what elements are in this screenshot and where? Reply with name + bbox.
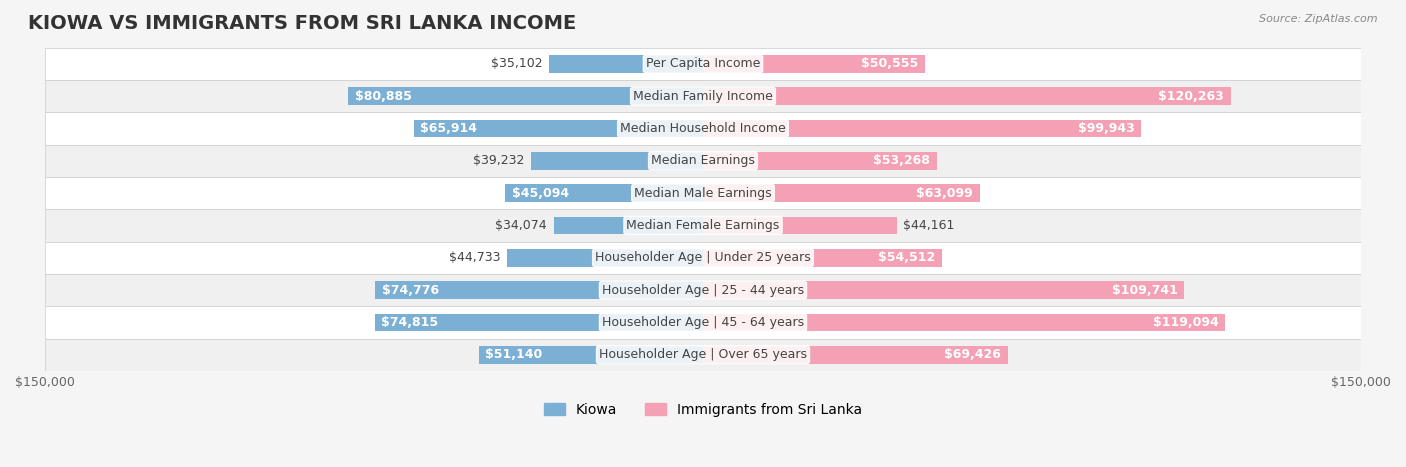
Bar	[375, 281, 703, 299]
Text: $74,815: $74,815	[381, 316, 439, 329]
Text: $54,512: $54,512	[879, 251, 935, 264]
Bar	[478, 346, 703, 364]
FancyBboxPatch shape	[45, 145, 1361, 177]
Bar	[413, 120, 703, 137]
Text: $80,885: $80,885	[354, 90, 412, 103]
Text: Median Earnings: Median Earnings	[651, 154, 755, 167]
FancyBboxPatch shape	[45, 80, 1361, 113]
Bar	[703, 281, 1184, 299]
Bar	[703, 87, 1230, 105]
Bar	[703, 217, 897, 234]
Text: Median Male Earnings: Median Male Earnings	[634, 187, 772, 199]
Text: KIOWA VS IMMIGRANTS FROM SRI LANKA INCOME: KIOWA VS IMMIGRANTS FROM SRI LANKA INCOM…	[28, 14, 576, 33]
Text: $50,555: $50,555	[860, 57, 918, 71]
Text: Source: ZipAtlas.com: Source: ZipAtlas.com	[1260, 14, 1378, 24]
Bar	[531, 152, 703, 170]
FancyBboxPatch shape	[45, 339, 1361, 371]
Text: $39,232: $39,232	[472, 154, 524, 167]
Bar	[703, 152, 936, 170]
FancyBboxPatch shape	[45, 209, 1361, 241]
Text: Per Capita Income: Per Capita Income	[645, 57, 761, 71]
Text: $53,268: $53,268	[873, 154, 931, 167]
Bar	[506, 249, 703, 267]
Legend: Kiowa, Immigrants from Sri Lanka: Kiowa, Immigrants from Sri Lanka	[538, 397, 868, 422]
Text: Householder Age | Over 65 years: Householder Age | Over 65 years	[599, 348, 807, 361]
Text: Householder Age | 25 - 44 years: Householder Age | 25 - 44 years	[602, 283, 804, 297]
Text: $119,094: $119,094	[1153, 316, 1219, 329]
Bar	[375, 313, 703, 331]
Text: $120,263: $120,263	[1159, 90, 1225, 103]
Text: Median Household Income: Median Household Income	[620, 122, 786, 135]
Bar	[505, 184, 703, 202]
Bar	[349, 87, 703, 105]
Text: $99,943: $99,943	[1078, 122, 1135, 135]
Bar	[548, 55, 703, 73]
Text: $44,733: $44,733	[449, 251, 501, 264]
Text: $45,094: $45,094	[512, 187, 569, 199]
Bar	[703, 55, 925, 73]
Bar	[703, 313, 1226, 331]
Bar	[703, 249, 942, 267]
FancyBboxPatch shape	[45, 306, 1361, 339]
Text: $65,914: $65,914	[420, 122, 478, 135]
FancyBboxPatch shape	[45, 274, 1361, 306]
FancyBboxPatch shape	[45, 113, 1361, 145]
Bar	[703, 120, 1142, 137]
Bar	[703, 184, 980, 202]
FancyBboxPatch shape	[45, 241, 1361, 274]
FancyBboxPatch shape	[45, 177, 1361, 209]
Bar	[703, 346, 1008, 364]
Text: $44,161: $44,161	[903, 219, 955, 232]
Text: $34,074: $34,074	[495, 219, 547, 232]
Text: $109,741: $109,741	[1112, 283, 1178, 297]
Text: Median Female Earnings: Median Female Earnings	[627, 219, 779, 232]
Text: $69,426: $69,426	[943, 348, 1001, 361]
Text: Householder Age | 45 - 64 years: Householder Age | 45 - 64 years	[602, 316, 804, 329]
Text: $35,102: $35,102	[491, 57, 543, 71]
Text: Median Family Income: Median Family Income	[633, 90, 773, 103]
FancyBboxPatch shape	[45, 48, 1361, 80]
Text: $51,140: $51,140	[485, 348, 543, 361]
Text: $74,776: $74,776	[381, 283, 439, 297]
Bar	[554, 217, 703, 234]
Text: $63,099: $63,099	[917, 187, 973, 199]
Text: Householder Age | Under 25 years: Householder Age | Under 25 years	[595, 251, 811, 264]
